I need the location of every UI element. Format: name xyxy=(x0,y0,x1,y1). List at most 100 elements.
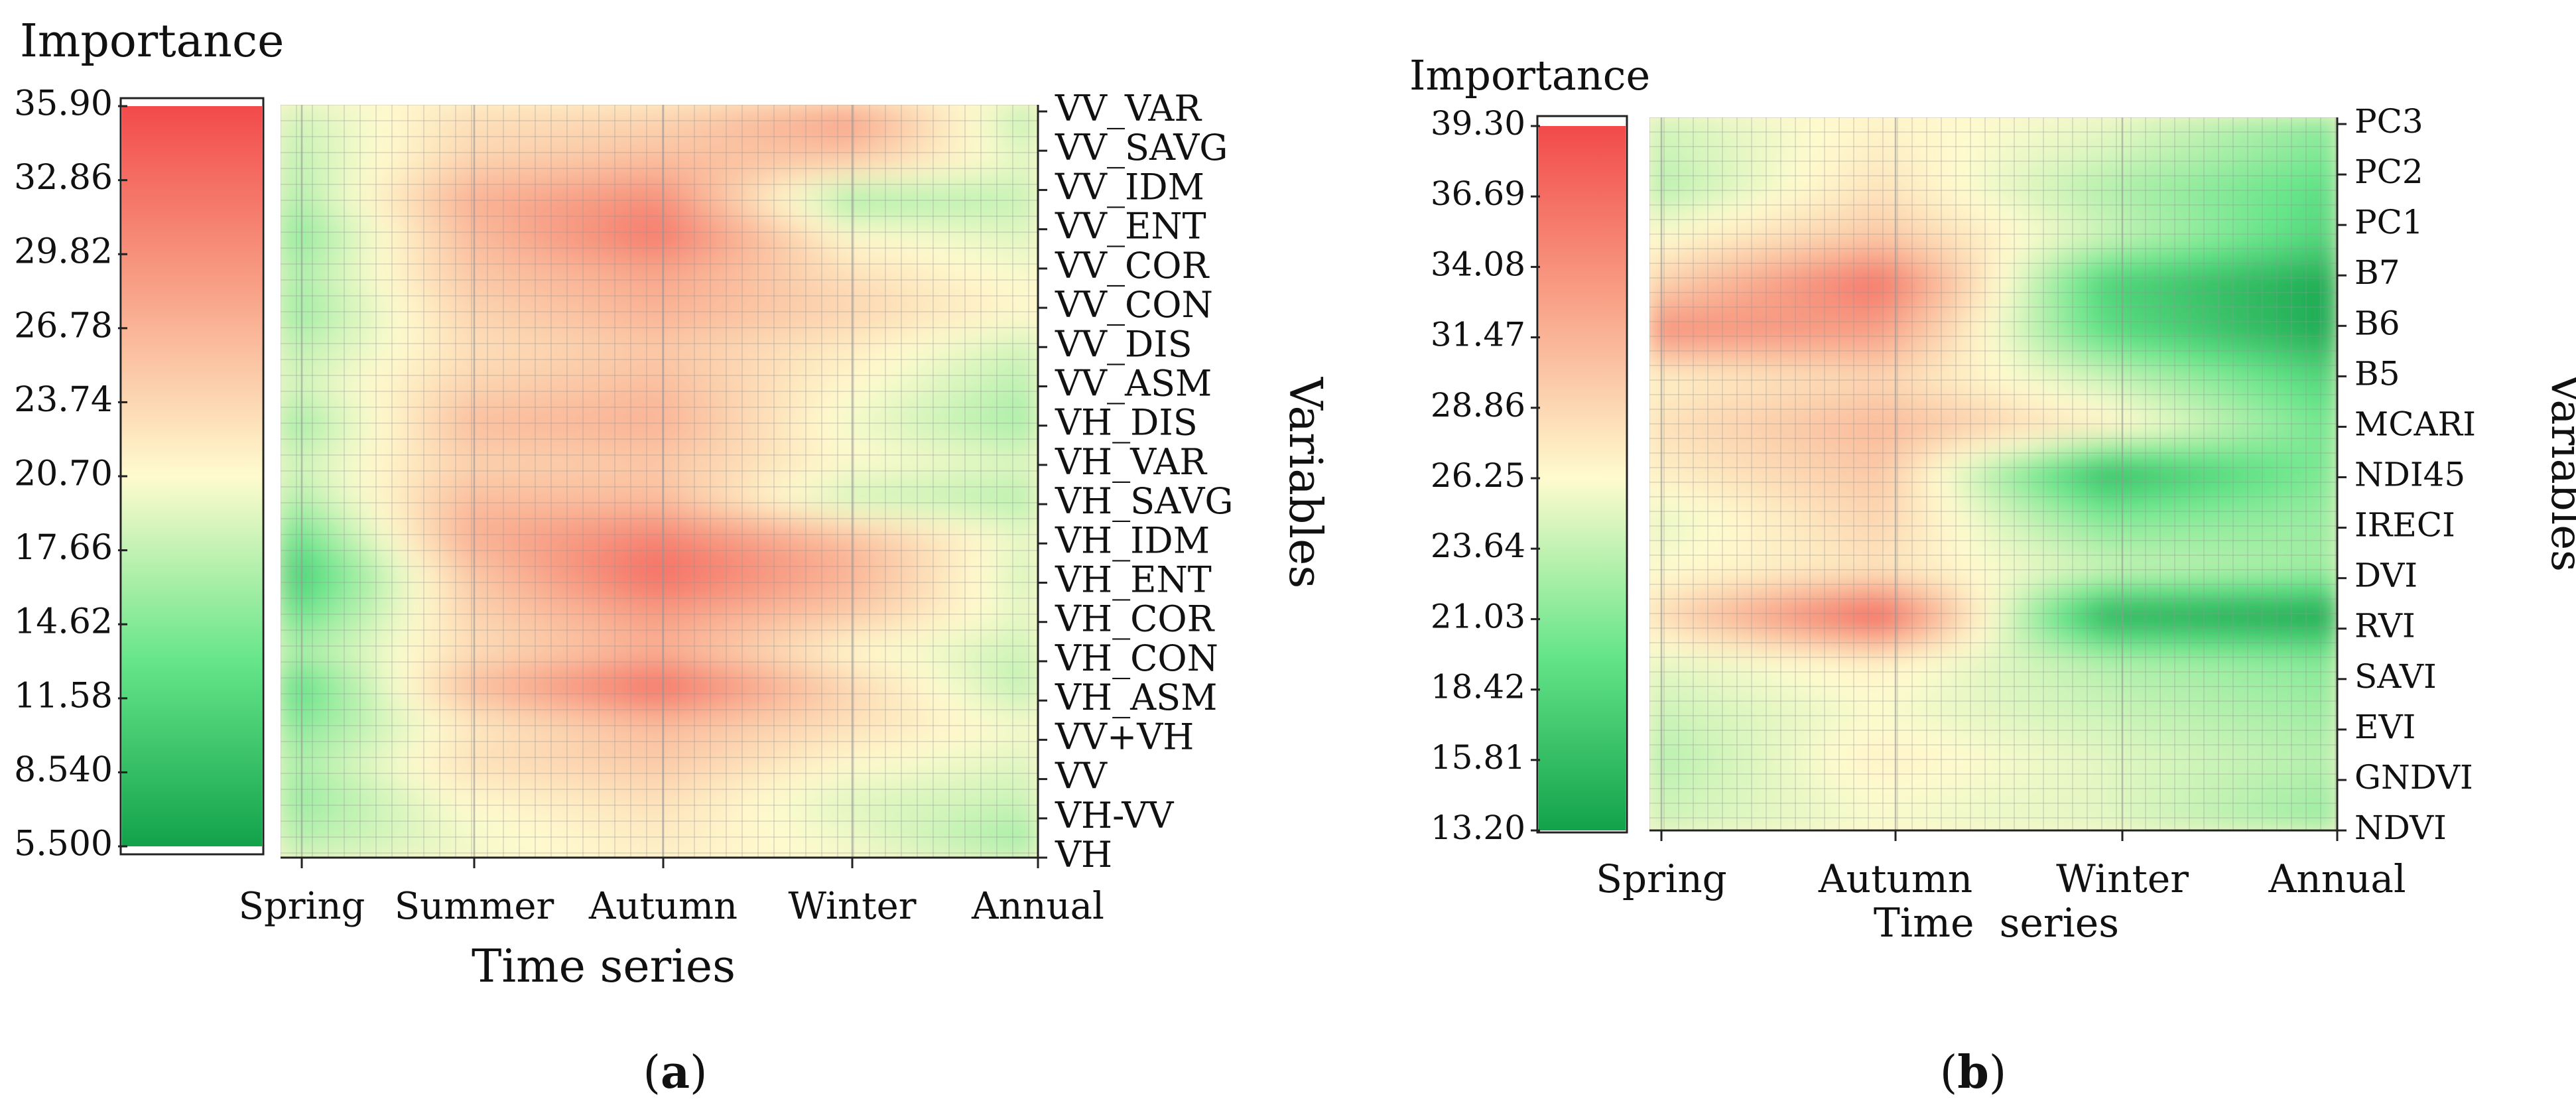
heatmap-cell xyxy=(413,781,438,796)
heatmap-cell xyxy=(1871,576,1893,594)
heatmap-cell xyxy=(948,744,972,758)
heatmap-cell xyxy=(948,355,972,369)
heatmap-cell xyxy=(1952,529,1974,546)
heatmap-cell xyxy=(2073,513,2095,531)
heatmap-cell xyxy=(592,442,615,457)
heatmap-cell xyxy=(747,531,771,545)
heatmap-cell xyxy=(413,367,438,382)
heatmap-cell xyxy=(792,493,816,507)
heatmap-cell xyxy=(903,556,928,570)
heatmap-cell xyxy=(302,242,326,256)
heatmap-cell xyxy=(903,192,928,206)
heatmap-cell xyxy=(859,105,883,118)
heatmap-cell xyxy=(1730,449,1752,467)
heatmap-cell xyxy=(324,731,348,746)
heatmap-cell xyxy=(970,832,994,846)
heatmap-cell xyxy=(569,192,594,206)
heatmap-cell xyxy=(2296,386,2318,403)
heatmap-cell xyxy=(1911,639,1933,657)
heatmap-cell xyxy=(2013,338,2035,356)
heatmap-cell xyxy=(2013,228,2035,245)
heatmap-cell xyxy=(926,279,950,294)
heatmap-cell xyxy=(1730,592,1752,610)
heatmap-cell xyxy=(992,317,1017,332)
heatmap-cell xyxy=(547,744,571,758)
heatmap-cell xyxy=(636,807,660,821)
y-category-label: VH_CON xyxy=(1055,637,1218,679)
heatmap-cell xyxy=(2256,623,2278,641)
heatmap-cell xyxy=(881,718,905,733)
heatmap-cell xyxy=(1750,576,1771,594)
heatmap-cell xyxy=(1770,402,1792,419)
heatmap-cell xyxy=(970,480,994,495)
heatmap-cell xyxy=(769,794,794,809)
heatmap-cell xyxy=(2154,354,2176,372)
heatmap-cell xyxy=(1770,164,1792,182)
heatmap-cell xyxy=(346,580,371,595)
heatmap-cell xyxy=(613,518,638,533)
heatmap-cell xyxy=(613,255,638,269)
heatmap-cell xyxy=(814,292,838,306)
heatmap-cell xyxy=(1669,545,1691,562)
heatmap-cell xyxy=(1871,212,1893,229)
heatmap-cell xyxy=(792,430,816,444)
heatmap-cell xyxy=(1911,433,1933,451)
heatmap-cell xyxy=(2013,465,2035,483)
heatmap-cell xyxy=(1649,529,1671,546)
heatmap-cell xyxy=(1992,671,2014,688)
heatmap-cell xyxy=(792,455,816,470)
heatmap-cell xyxy=(369,229,393,244)
heatmap-cell xyxy=(2296,671,2318,688)
heatmap-cell xyxy=(1871,164,1893,182)
heatmap-cell xyxy=(1952,228,1974,245)
heatmap-cell xyxy=(592,292,615,306)
heatmap-cell xyxy=(769,267,794,281)
heatmap-cell xyxy=(659,669,682,683)
heatmap-cell xyxy=(659,543,682,557)
heatmap-cell xyxy=(2235,212,2257,229)
heatmap-cell xyxy=(2235,417,2257,435)
heatmap-cell xyxy=(1649,623,1671,641)
heatmap-cell xyxy=(1811,354,1833,372)
heatmap-cell xyxy=(2235,623,2257,641)
heatmap-cell xyxy=(636,417,660,432)
heatmap-cell xyxy=(2235,529,2257,546)
heatmap-cell xyxy=(2316,417,2337,435)
heatmap-cell xyxy=(2235,449,2257,467)
heatmap-cell xyxy=(747,141,771,156)
heatmap-cell xyxy=(836,568,861,582)
heatmap-cell xyxy=(547,442,571,457)
heatmap-cell xyxy=(324,393,348,407)
heatmap-cell xyxy=(1972,766,1994,784)
heatmap-cell xyxy=(1709,529,1731,546)
heatmap-cell xyxy=(1851,718,1873,736)
heatmap-cell xyxy=(1851,671,1873,688)
heatmap-cell xyxy=(659,718,682,733)
heatmap-cell xyxy=(1689,687,1711,704)
heatmap-cell xyxy=(659,593,682,608)
heatmap-cell xyxy=(1932,386,1954,403)
heatmap-cell xyxy=(2235,148,2257,166)
heatmap-cell xyxy=(1790,734,1812,752)
heatmap-cell xyxy=(413,292,438,306)
heatmap-cell xyxy=(1932,212,1954,229)
heatmap-cell xyxy=(1669,576,1691,594)
heatmap-cell xyxy=(747,166,771,181)
heatmap-cell xyxy=(413,706,438,720)
heatmap-cell xyxy=(859,807,883,821)
heatmap-cell xyxy=(2296,338,2318,356)
heatmap-cell xyxy=(2033,148,2055,166)
heatmap-cell xyxy=(1750,417,1771,435)
heatmap-cell xyxy=(1831,814,1852,830)
heatmap-cell xyxy=(2154,623,2176,641)
heatmap-cell xyxy=(1952,306,1974,324)
heatmap-cell xyxy=(1811,513,1833,531)
heatmap-cell xyxy=(1992,702,2014,720)
heatmap-cell xyxy=(1911,132,1933,150)
heatmap-cell xyxy=(992,367,1017,382)
heatmap-cell xyxy=(1015,618,1038,633)
heatmap-cell xyxy=(970,166,994,181)
heatmap-cell xyxy=(792,468,816,482)
heatmap-cell xyxy=(1770,702,1792,720)
heatmap-cell xyxy=(680,255,705,269)
